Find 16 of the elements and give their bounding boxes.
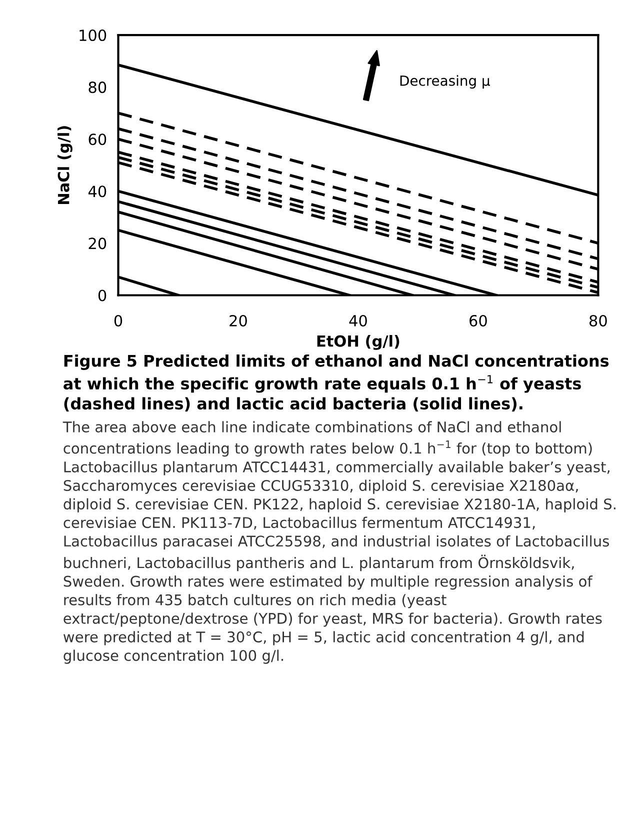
- text: The area above each line indicate combinations of NaCl and ethanol concentrations leading to growth rates below 0.1 h$^{−1}$ for (top to bottom) Lactobacillus plantarum ATCC14431, commercially available baker’s yeast, Saccharomyces cerevisiae CCUG53310, diploid S. cerevisiae X2180aα, diploid S. cerevisiae CEN. PK122, haploid S. cerevisiae X2180-1A, haploid S. cerevisiae CEN. PK113-7D, Lactobacillus fermentum ATCC14931, Lactobacillus paracasei ATCC25598, and industrial isolates of Lactobacillus buchneri, Lactobacillus pantheris and L. plantarum from Örnsköldsvik, Sweden. Growth rates were estimated by multiple regression analysis of results from 435 batch cultures on rich media (yeast extract/peptone/dextrose (YPD) for yeast, MRS for bacteria). Growth rates were predicted at T = 30°C, pH = 5, lactic acid concentration 4 g/l, and glucose concentration 100 g/l.: [62, 421, 616, 664]
- y-axis-title: NaCl (g/l): [58, 126, 72, 204]
- y-tick-label: 80: [88, 82, 106, 94]
- y-tick-label: 60: [88, 134, 106, 146]
- annotation: Decreasing μ: [400, 75, 490, 89]
- y-tick-label: 20: [88, 238, 106, 250]
- y-tick-label: 40: [88, 186, 106, 198]
- x-tick-label: 20: [230, 314, 247, 327]
- y-tick-label: 0: [98, 290, 106, 302]
- caption: Figure 5 Predicted limits of ethanol and NaCl concentrations at which the specific growth rate equals 0.1 h$^{−1}$ of yeasts (dashed lines) and lactic acid bacteria (solid lines).: [64, 354, 609, 412]
- x-tick-label: 0: [114, 314, 122, 327]
- x-axis-title: EtOH (g/l): [317, 335, 400, 350]
- x-tick-label: 80: [589, 314, 607, 327]
- y-tick-label: 100: [80, 29, 106, 42]
- x-tick-label: 60: [470, 314, 487, 327]
- x-tick-label: 40: [349, 314, 367, 327]
